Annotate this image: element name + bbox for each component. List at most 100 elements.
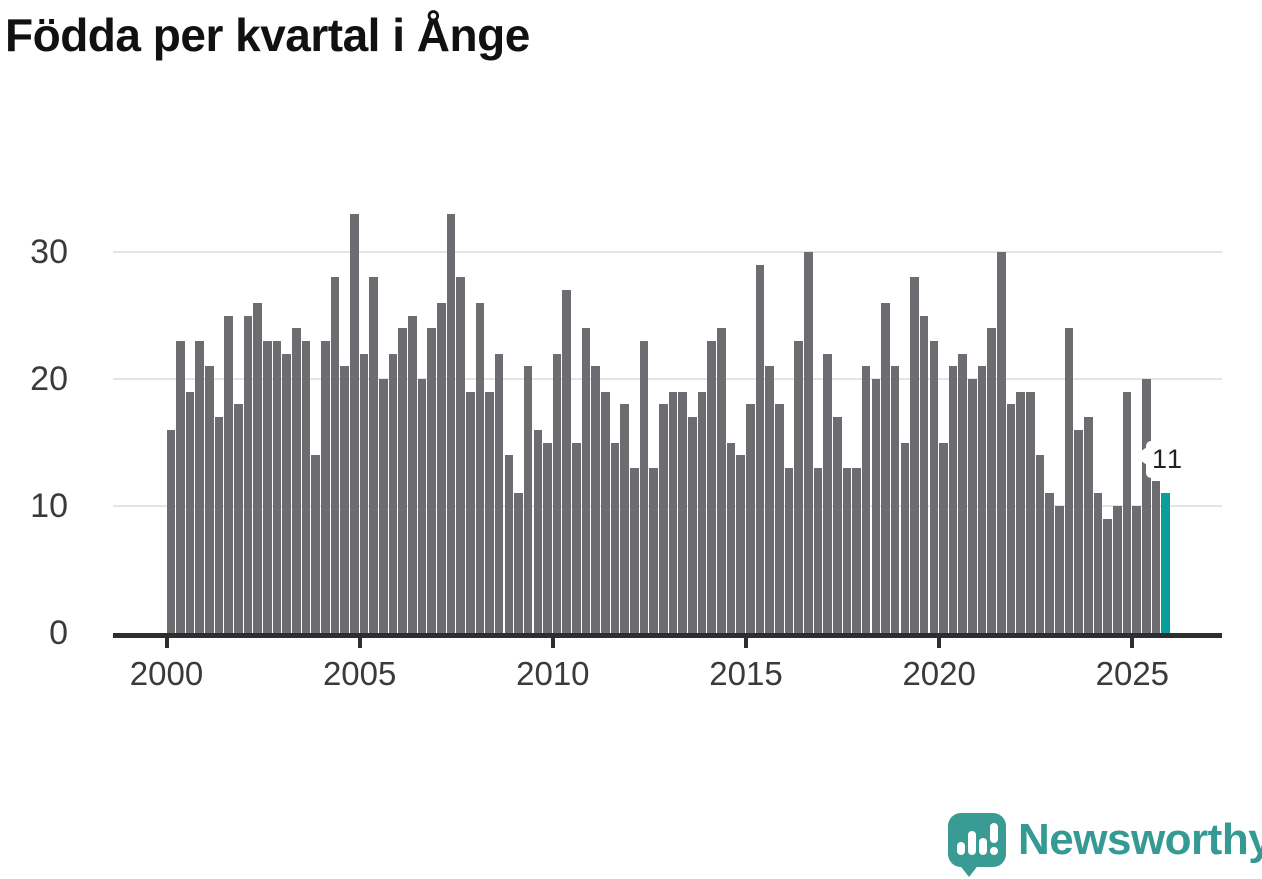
- chart-title: Födda per kvartal i Ånge: [5, 9, 530, 61]
- bar-2016-q2: [794, 340, 803, 633]
- bar-2023-q4: [1084, 417, 1093, 633]
- bar-2008-q2: [485, 391, 494, 633]
- bar-2003-q4: [311, 455, 320, 633]
- bar-2019-q4: [929, 340, 939, 633]
- bar-2016-q1: [784, 467, 794, 633]
- x-axis-label-2015: 2015: [709, 655, 783, 692]
- x-axis-line: [113, 633, 1222, 638]
- bar-2010-q1: [552, 353, 562, 633]
- x-axis-label-2025: 2025: [1095, 655, 1170, 692]
- bar-2009-q4: [543, 442, 552, 633]
- bar-2018-q4: [890, 366, 900, 633]
- bar-2005-q1: [359, 353, 369, 633]
- bar-2005-q4: [388, 353, 398, 633]
- bar-2006-q2: [407, 315, 417, 633]
- bar-2019-q1: [900, 442, 910, 633]
- logo-chart-bar-icon: [968, 831, 976, 855]
- bar-2015-q3: [765, 366, 774, 633]
- x-axis-tick-2010: [550, 638, 555, 648]
- bar-2011-q1: [591, 366, 601, 633]
- bar-2004-q1: [321, 340, 330, 633]
- bar-2011-q3: [610, 442, 620, 633]
- bar-2013-q1: [668, 391, 678, 633]
- bar-2000-q3: [185, 391, 195, 633]
- bar-2012-q3: [649, 467, 658, 633]
- bar-2004-q2: [330, 277, 340, 633]
- bar-2022-q2: [1026, 391, 1035, 633]
- bar-2003-q2: [292, 328, 301, 633]
- bar-2002-q2: [253, 302, 263, 633]
- bar-2019-q3: [919, 315, 929, 633]
- bar-2024-q3: [1113, 506, 1122, 633]
- bar-2016-q3: [803, 252, 813, 633]
- logo-chart-bar-icon: [957, 842, 965, 855]
- callout-pointer-icon: [1134, 447, 1147, 465]
- bar-2017-q4: [852, 467, 861, 633]
- bar-2005-q2: [369, 277, 378, 633]
- gridline-y-20: [113, 378, 1222, 380]
- bar-2002-q1: [243, 315, 253, 633]
- bar-2020-q2: [948, 366, 958, 633]
- bar-2007-q4: [465, 391, 475, 633]
- bar-2010-q3: [572, 442, 581, 633]
- x-axis-tick-2005: [357, 638, 362, 648]
- logo-exclamation-dot-icon: [990, 847, 998, 855]
- newsworthy-logo[interactable]: Newsworthy: [948, 811, 1262, 877]
- bar-2014-q3: [726, 442, 736, 633]
- bar-2024-q4: [1122, 391, 1132, 633]
- gridline-y-30: [113, 251, 1222, 253]
- bar-2013-q3: [688, 417, 697, 633]
- bar-2011-q2: [601, 391, 610, 633]
- bar-2001-q1: [205, 366, 214, 633]
- bar-2024-q2: [1103, 518, 1112, 633]
- bar-2010-q2: [562, 290, 572, 633]
- bar-2001-q2: [214, 417, 224, 633]
- bar-2017-q1: [823, 353, 832, 633]
- value-callout: 11: [1134, 441, 1190, 478]
- bar-2015-q4: [774, 404, 784, 633]
- bar-2025-q4: [1161, 493, 1170, 633]
- bar-2018-q1: [861, 366, 871, 633]
- x-axis-label-2020: 2020: [902, 655, 976, 692]
- bar-2021-q2: [987, 328, 997, 633]
- x-axis-label-2010: 2010: [516, 655, 590, 692]
- bar-2009-q2: [523, 366, 533, 633]
- bar-2000-q1: [166, 429, 176, 633]
- bar-2020-q1: [939, 442, 948, 633]
- bar-2021-q4: [1006, 404, 1016, 633]
- bar-2018-q3: [881, 302, 890, 633]
- y-axis-label-30: 30: [30, 233, 68, 271]
- bar-2008-q3: [494, 353, 504, 633]
- x-axis-tick-2015: [743, 638, 748, 648]
- brand-name: Newsworthy: [1018, 815, 1262, 864]
- bar-2012-q1: [630, 467, 639, 633]
- bar-2006-q3: [417, 379, 427, 633]
- bar-2021-q1: [977, 366, 987, 633]
- logo-bubble-tail: [958, 863, 980, 877]
- bar-2015-q1: [745, 404, 755, 633]
- bar-2010-q4: [581, 328, 591, 633]
- bar-2014-q1: [707, 340, 716, 633]
- bar-2014-q4: [736, 455, 745, 633]
- bar-2004-q4: [350, 213, 359, 633]
- bar-2025-q2: [1141, 379, 1151, 633]
- bar-2006-q4: [427, 328, 436, 633]
- bar-2013-q2: [678, 391, 687, 633]
- bar-2014-q2: [717, 328, 726, 633]
- logo-exclamation-icon: [990, 823, 998, 843]
- bar-2021-q3: [997, 252, 1006, 633]
- bar-2023-q1: [1055, 506, 1064, 633]
- bar-2015-q2: [755, 264, 765, 633]
- x-axis-tick-2020: [937, 638, 942, 648]
- x-axis-label-2005: 2005: [322, 655, 397, 692]
- bar-2000-q2: [176, 340, 185, 633]
- bar-2023-q3: [1074, 429, 1083, 633]
- bar-2007-q2: [446, 213, 456, 633]
- bar-2017-q3: [842, 467, 852, 633]
- bar-2001-q3: [224, 315, 234, 633]
- logo-chart-bar-icon: [979, 838, 987, 855]
- callout-label: 11: [1151, 444, 1185, 474]
- bar-2020-q4: [968, 379, 977, 633]
- bar-2025-q3: [1151, 480, 1161, 633]
- bar-2003-q3: [301, 340, 311, 633]
